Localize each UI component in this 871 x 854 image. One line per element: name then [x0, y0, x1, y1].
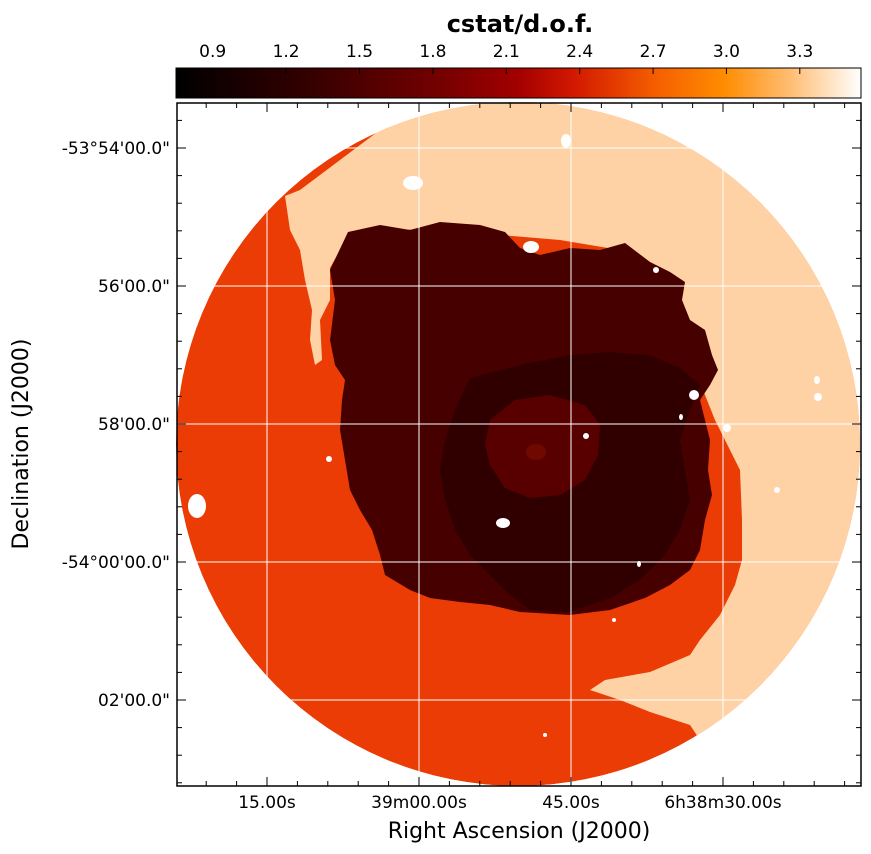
y-tick-label: -54°00'00.0" — [62, 553, 170, 573]
colorbar-tick-label: 2.1 — [493, 42, 520, 62]
plot-frame — [176, 102, 862, 787]
colorbar-tick-label: 3.3 — [786, 42, 813, 62]
region-nucleus — [526, 444, 546, 460]
y-tick-label: 56'00.0" — [98, 277, 170, 297]
x-axis-label: Right Ascension (J2000) — [388, 819, 651, 844]
masked-source — [188, 494, 206, 518]
x-tick-label: 6h38m30.00s — [664, 793, 781, 813]
colorbar — [175, 67, 862, 99]
x-tick-label: 45.00s — [542, 793, 600, 813]
masked-source — [774, 487, 780, 493]
masked-source — [561, 134, 571, 148]
y-tick-label: 02'00.0" — [98, 691, 170, 711]
y-axis-label: Declination (J2000) — [9, 339, 34, 550]
masked-source — [612, 618, 616, 622]
masked-source — [496, 518, 510, 528]
colorbar-ticks — [212, 68, 801, 74]
masked-source — [814, 376, 820, 384]
colorbar-tick-label: 1.8 — [419, 42, 446, 62]
colorbar-tick-label: 2.7 — [640, 42, 667, 62]
masked-source — [583, 433, 589, 439]
masked-source — [689, 390, 699, 400]
x-tick-label: 39m00.00s — [371, 793, 467, 813]
masked-source — [679, 414, 683, 420]
masked-source — [523, 241, 539, 253]
masked-source — [326, 456, 332, 462]
colorbar-tick-label: 2.4 — [566, 42, 593, 62]
masked-source — [723, 424, 731, 432]
x-tick-label: 15.00s — [238, 793, 296, 813]
colorbar-title: cstat/d.o.f. — [447, 10, 594, 38]
heatmap-image — [176, 102, 860, 786]
colorbar-tick-label: 0.9 — [199, 42, 226, 62]
y-tick-label: -53°54'00.0" — [62, 139, 170, 159]
masked-source — [543, 733, 547, 737]
y-tick-label: 58'00.0" — [98, 415, 170, 435]
colorbar-tick-label: 1.2 — [273, 42, 300, 62]
frame-ticks — [177, 103, 861, 786]
region-outer-east — [285, 102, 860, 786]
masked-source — [653, 267, 659, 273]
coordinate-grid — [177, 103, 861, 786]
colorbar-tick-label: 3.0 — [713, 42, 740, 62]
colorbar-tick-label: 1.5 — [346, 42, 373, 62]
colorbar-tick-labels: 0.9 1.2 1.5 1.8 2.1 2.4 2.7 3.0 3.3 — [199, 42, 813, 62]
masked-source — [814, 393, 822, 401]
